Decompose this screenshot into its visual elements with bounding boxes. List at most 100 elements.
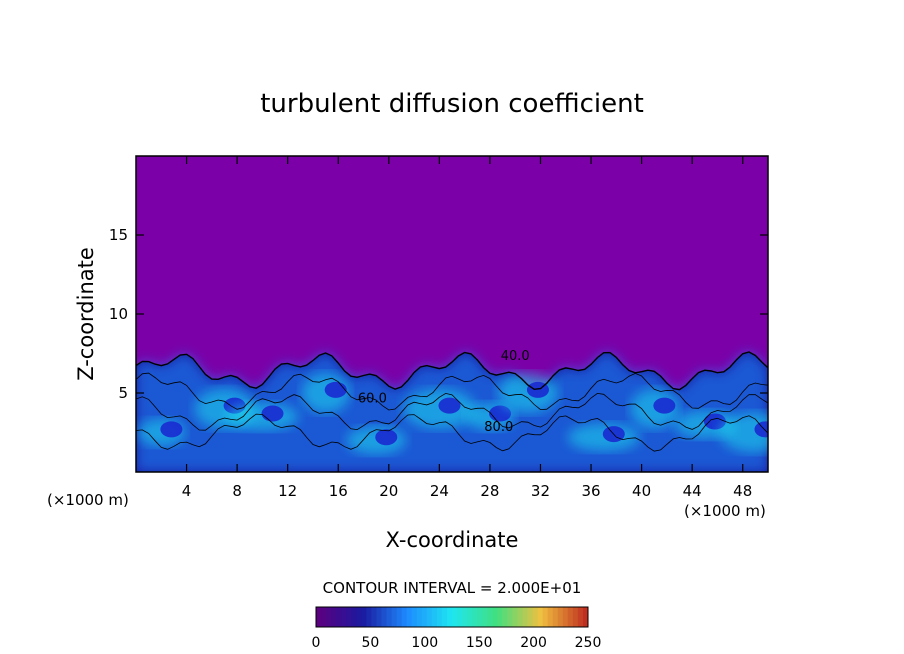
colorbar-swatch (462, 607, 468, 627)
x-tick-label: 32 (531, 482, 550, 500)
eddy (719, 412, 768, 453)
contour-label: 80.0 (484, 420, 513, 435)
colorbar-swatch (492, 607, 498, 627)
x-tick-label: 4 (182, 482, 192, 500)
eddy-core (438, 397, 461, 414)
z-unit-label: (×1000 m) (684, 502, 766, 520)
colorbar-swatch (346, 607, 352, 627)
x-tick-label: 40 (632, 482, 651, 500)
colorbar-swatch (487, 607, 493, 627)
y-tick-label: 15 (109, 226, 128, 244)
colorbar-tick-label: 0 (312, 635, 321, 651)
eddy (497, 373, 558, 413)
colorbar-swatch (467, 607, 473, 627)
colorbar-swatch (522, 607, 529, 627)
colorbar-tick-label: 100 (411, 635, 438, 651)
colorbar-swatch (502, 607, 508, 627)
colorbar-swatch (441, 607, 448, 627)
colorbar-swatch (562, 607, 569, 627)
x-tick-label: 8 (232, 482, 242, 500)
y-tick-label: 5 (118, 384, 128, 402)
x-tick-label: 24 (430, 482, 449, 500)
colorbar-tick-label: 250 (575, 635, 602, 651)
contour-labels: 40.0 60.0 80.0 (358, 349, 530, 435)
x-axis-ticks: 4 8 12 16 20 24 28 32 36 40 44 48 (182, 156, 752, 500)
colorbar-swatch (416, 607, 423, 627)
eddy-core (261, 405, 284, 422)
colorbar-swatch (361, 607, 367, 627)
colorbar-frame (315, 606, 589, 628)
colorbar-swatch (326, 607, 332, 627)
colorbar-swatch (527, 607, 534, 627)
colorbar-swatch (582, 607, 589, 627)
colorbar-swatch (497, 607, 503, 627)
colorbar (315, 606, 589, 628)
colorbar-swatch (482, 607, 488, 627)
colorbar-swatch (411, 607, 418, 627)
colorbar-swatch (396, 607, 403, 627)
contour-interval-text: CONTOUR INTERVAL = 2.000E+01 (323, 579, 582, 597)
contour-label: 60.0 (358, 391, 387, 406)
eddy-core (375, 429, 398, 446)
colorbar-swatch (512, 607, 518, 627)
colorbar-swatch (472, 607, 478, 627)
contour-line (136, 413, 768, 452)
colorbar-swatch (381, 607, 388, 627)
colorbar-swatch (366, 607, 372, 627)
eddy (567, 423, 640, 452)
y-axis-ticks: 5 10 15 (109, 226, 768, 402)
colorbar-swatch (446, 607, 453, 627)
colorbar-swatch (557, 607, 564, 627)
colorbar-swatch (517, 607, 524, 627)
colorbar-swatch (386, 607, 393, 627)
contour-line (136, 351, 768, 391)
colorbar-swatch (552, 607, 559, 627)
colorbar-swatch (391, 607, 398, 627)
eddy (346, 426, 407, 455)
eddy-core (754, 421, 768, 438)
colorbar-swatch (351, 607, 357, 627)
plot-area (136, 156, 768, 472)
x-axis-label: X-coordinate (386, 528, 519, 552)
colorbar-swatch (331, 607, 337, 627)
colorbar-swatch (567, 607, 574, 627)
colorbar-swatch (436, 607, 443, 627)
colorbar-swatch (532, 607, 539, 627)
colorbar-swatch (547, 607, 554, 627)
x-tick-label: 48 (733, 482, 752, 500)
colorbar-tick-label: 200 (520, 635, 547, 651)
colorbar-swatch (336, 607, 342, 627)
y-tick-label: 10 (109, 305, 128, 323)
x-tick-label: 16 (329, 482, 348, 500)
colorbar-swatch (406, 607, 413, 627)
x-tick-label: 36 (581, 482, 600, 500)
colorbar-swatch (421, 607, 428, 627)
colorbar-swatch (542, 607, 549, 627)
colorbar-swatch (376, 607, 382, 627)
colorbar-swatch (431, 607, 438, 627)
y-axis-label: Z-coordinate (74, 247, 98, 381)
colorbar-tick-label: 150 (466, 635, 493, 651)
x-unit-label: (×1000 m) (47, 491, 129, 509)
colorbar-swatch (321, 607, 327, 627)
x-tick-label: 20 (379, 482, 398, 500)
colorbar-swatch (577, 607, 584, 627)
contour-line (136, 392, 768, 431)
colorbar-swatch (426, 607, 433, 627)
colorbar-swatch (572, 607, 579, 627)
colorbar-swatch (356, 607, 362, 627)
chart-title: turbulent diffusion coefficient (260, 89, 644, 119)
colorbar-swatch (537, 607, 544, 627)
colorbar-swatch (457, 607, 463, 627)
eddy-core (653, 397, 676, 414)
eddy-core (324, 381, 347, 398)
colorbar-swatch (452, 607, 458, 627)
x-tick-label: 28 (480, 482, 499, 500)
eddy-core (160, 421, 183, 438)
colorbar-swatch (477, 607, 483, 627)
colorbar-swatch (341, 607, 347, 627)
contour-lines (136, 351, 768, 452)
colorbar-tick-label: 50 (361, 635, 379, 651)
contour-line (136, 372, 768, 411)
